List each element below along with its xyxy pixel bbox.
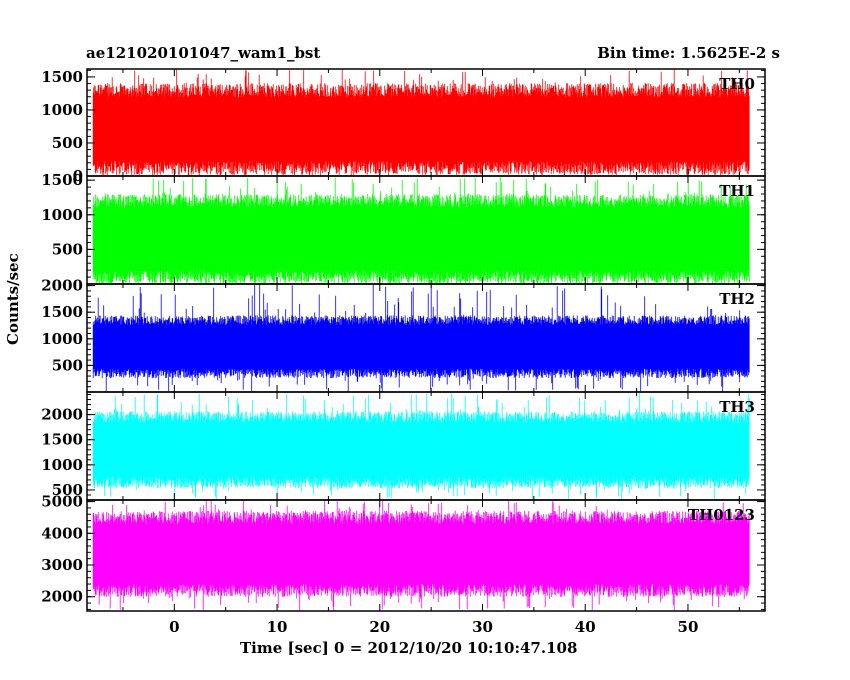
panel-label: TH1 <box>719 182 755 200</box>
x-tick-label: 10 <box>267 618 288 636</box>
plot-title: ae121020101047_wam1_bst <box>86 44 321 62</box>
panel-label: TH0123 <box>688 506 755 524</box>
x-tick-label: 40 <box>575 618 596 636</box>
series-th0123 <box>92 500 750 611</box>
y-tick-label: 1500 <box>41 303 83 321</box>
y-tick-label: 500 <box>52 134 83 152</box>
y-tick-label: 1500 <box>41 68 83 86</box>
y-tick-label: 500 <box>52 481 83 499</box>
panel-th0123: 2000 3000 4000 5000 TH0123 <box>41 493 766 612</box>
panel-label: TH0 <box>719 75 755 93</box>
y-tick-label: 1500 <box>41 171 83 189</box>
y-tick-label: 0 <box>73 167 83 185</box>
y-tick-label: 2000 <box>41 406 83 424</box>
panel-th1: 500 1000 1500 TH1 <box>41 171 766 285</box>
bin-time-label: Bin time: 1.5625E-2 s <box>597 44 780 62</box>
series-th0 <box>92 69 750 176</box>
y-tick-label: 1000 <box>41 456 83 474</box>
panel-label: TH2 <box>719 290 755 308</box>
series-th2 <box>92 284 750 392</box>
y-tick-label: 1000 <box>41 206 83 224</box>
x-tick-label: 30 <box>472 618 493 636</box>
x-tick-label: 0 <box>169 618 179 636</box>
y-tick-label: 2000 <box>41 277 83 295</box>
series-th3 <box>92 392 750 500</box>
y-tick-label: 3000 <box>41 556 83 574</box>
y-tick-label: 1500 <box>41 431 83 449</box>
y-tick-label: 500 <box>52 240 83 258</box>
y-tick-label: 1000 <box>41 101 83 119</box>
panel-frame <box>86 499 766 612</box>
x-tick-label: 20 <box>369 618 390 636</box>
y-tick-label: 4000 <box>41 524 83 542</box>
y-tick-label: 5000 <box>41 493 83 511</box>
panel-th0: 0 500 1000 1500 TH0 <box>41 68 766 185</box>
panel-th2: 500 1000 1500 2000 TH2 <box>41 277 766 393</box>
panel-label: TH3 <box>719 398 755 416</box>
panel-th3: 500 1000 1500 2000 TH3 <box>41 391 766 501</box>
x-axis-label: Time [sec] 0 = 2012/10/20 10:10:47.108 <box>240 639 578 657</box>
y-tick-label: 2000 <box>41 588 83 606</box>
x-tick-label: 50 <box>678 618 699 636</box>
y-tick-label: 500 <box>52 356 83 374</box>
y-tick-label: 1000 <box>41 330 83 348</box>
series-th1 <box>92 176 750 284</box>
